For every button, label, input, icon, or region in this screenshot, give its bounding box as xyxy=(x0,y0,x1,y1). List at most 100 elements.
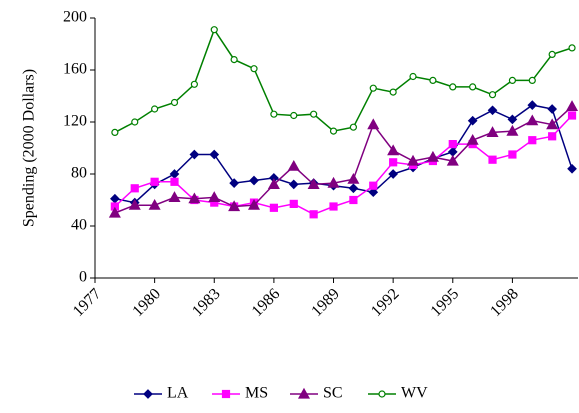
point xyxy=(466,133,479,145)
point xyxy=(287,159,300,171)
point xyxy=(229,178,239,188)
y-tick-label: 80 xyxy=(71,165,87,182)
point xyxy=(209,149,220,160)
point xyxy=(348,183,359,194)
point xyxy=(269,203,278,212)
point xyxy=(150,177,159,186)
point xyxy=(210,26,218,34)
legend-marker xyxy=(297,387,311,399)
point xyxy=(448,140,457,149)
point xyxy=(506,124,519,136)
point xyxy=(508,76,517,85)
point xyxy=(267,178,280,189)
point xyxy=(368,187,379,198)
point xyxy=(486,126,499,137)
point xyxy=(190,80,198,88)
point xyxy=(407,154,420,166)
legend-label: MS xyxy=(245,385,268,402)
point xyxy=(446,154,459,166)
x-tick-label: 1998 xyxy=(487,285,522,320)
point xyxy=(188,192,201,204)
x-tick-label: 1992 xyxy=(368,285,403,320)
point xyxy=(288,179,299,190)
legend-label: WV xyxy=(401,385,428,402)
x-tick-label: 1977 xyxy=(70,285,105,320)
point xyxy=(128,198,141,210)
point xyxy=(367,118,380,130)
point xyxy=(369,181,378,190)
point xyxy=(148,198,161,210)
point xyxy=(249,175,259,186)
point xyxy=(108,206,121,218)
point xyxy=(447,147,458,157)
point xyxy=(289,199,298,208)
legend: LA MS SC WV xyxy=(134,385,428,402)
point xyxy=(329,202,338,211)
point xyxy=(566,100,579,112)
point xyxy=(487,105,498,116)
point xyxy=(567,163,577,174)
y-axis-label: Spending (2000 Dollars) xyxy=(21,69,38,227)
legend-marker xyxy=(143,389,153,399)
point xyxy=(389,158,398,167)
point xyxy=(508,150,517,159)
series-line xyxy=(114,28,573,134)
point xyxy=(547,104,558,114)
point xyxy=(567,111,577,120)
point xyxy=(488,91,497,99)
series-line xyxy=(114,105,573,214)
point xyxy=(527,100,538,110)
point xyxy=(151,105,159,113)
point xyxy=(170,98,179,107)
y-tick-label: 200 xyxy=(63,9,87,26)
point xyxy=(488,155,497,164)
legend-marker xyxy=(378,390,386,398)
point xyxy=(170,177,179,186)
point xyxy=(349,123,357,131)
x-tick-label: 1980 xyxy=(129,285,164,320)
x-tick-label: 1986 xyxy=(249,285,284,320)
point xyxy=(247,198,261,210)
point xyxy=(329,127,338,135)
point xyxy=(110,193,120,204)
x-tick-label: 1983 xyxy=(189,285,224,320)
point xyxy=(327,176,340,188)
point xyxy=(168,191,181,202)
legend-label: LA xyxy=(167,385,189,402)
point xyxy=(130,184,139,193)
point xyxy=(426,150,439,162)
point xyxy=(526,114,539,126)
x-tick-label: 1989 xyxy=(308,285,343,320)
point xyxy=(111,128,119,136)
point xyxy=(409,72,417,81)
point xyxy=(230,55,238,64)
x-tick-label: 1995 xyxy=(428,285,463,320)
point xyxy=(389,88,397,96)
point xyxy=(387,144,400,156)
point xyxy=(270,110,278,118)
point xyxy=(548,132,557,141)
point xyxy=(469,83,477,91)
point xyxy=(467,115,478,126)
point xyxy=(429,76,437,85)
y-tick-label: 40 xyxy=(71,217,87,234)
y-tick-label: 0 xyxy=(79,269,87,286)
legend-label: SC xyxy=(323,385,343,402)
point xyxy=(507,114,518,125)
point xyxy=(347,172,360,184)
point xyxy=(349,195,358,205)
point xyxy=(309,210,318,219)
point xyxy=(290,111,298,120)
point xyxy=(131,118,139,126)
point xyxy=(528,76,536,85)
legend-marker xyxy=(221,389,231,399)
point xyxy=(310,110,318,118)
point xyxy=(388,169,398,179)
point xyxy=(546,118,559,130)
point xyxy=(307,178,320,189)
point xyxy=(548,50,556,59)
point xyxy=(250,65,258,73)
y-tick-label: 160 xyxy=(63,61,87,78)
point xyxy=(449,83,457,91)
